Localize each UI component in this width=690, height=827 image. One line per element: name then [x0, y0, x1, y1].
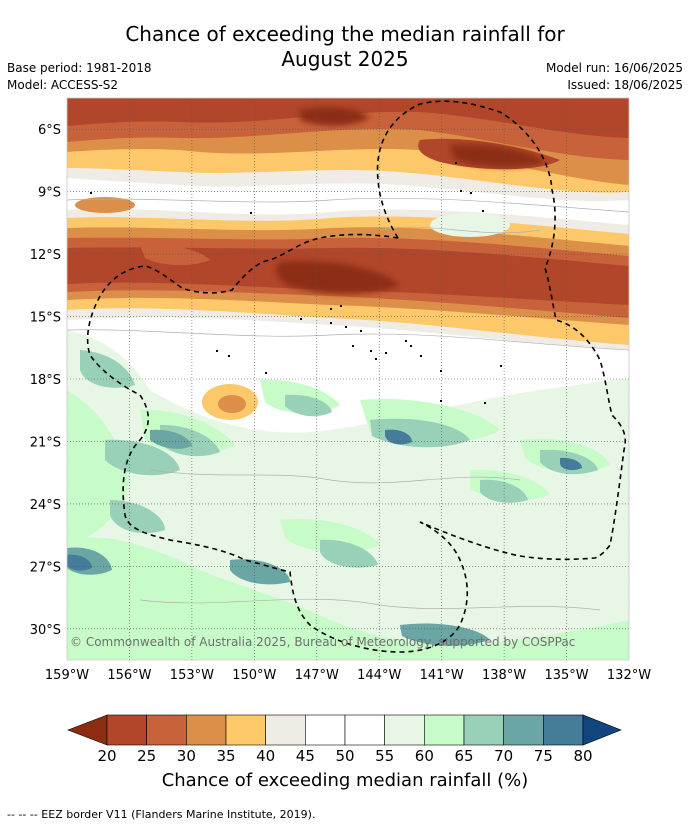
lon-tick-label: 159°W	[45, 668, 89, 683]
colorbar-segment	[463, 714, 504, 746]
island-mark	[484, 402, 486, 404]
island-mark	[482, 210, 484, 212]
island-mark	[385, 352, 387, 354]
colorbar-low-extend	[67, 714, 108, 746]
colorbar-tick-label: 35	[216, 747, 235, 765]
lat-tick-label: 30°S	[30, 623, 61, 638]
colorbar-segment	[424, 714, 465, 746]
lat-tick-label: 15°S	[30, 311, 61, 326]
colorbar: 20 25 30 35 40 45 50 55 60 65 70 75 80	[67, 714, 622, 765]
colorbar-tick-label: 70	[494, 747, 513, 765]
colorbar-segment	[146, 714, 187, 746]
northern-dry-band	[67, 98, 629, 202]
island-mark	[300, 318, 302, 320]
island-mark	[420, 355, 422, 357]
island-mark	[500, 365, 502, 367]
colorbar-high-extend	[582, 714, 622, 746]
island-mark	[370, 350, 372, 352]
colorbar-segment	[305, 714, 346, 746]
colorbar-segment	[265, 714, 306, 746]
lon-tick-label: 153°W	[170, 668, 214, 683]
colorbar-segment	[543, 714, 584, 746]
island-mark	[410, 345, 412, 347]
eez-border	[86, 100, 627, 653]
island-mark	[440, 400, 442, 402]
map-title: Chance of exceeding the median rainfall …	[0, 22, 690, 72]
colorbar-tick-label: 80	[573, 747, 592, 765]
meta-right: Model run: 16/06/2025 Issued: 18/06/2025	[546, 60, 683, 94]
colorbar-tick-label: 60	[415, 747, 434, 765]
island-mark	[375, 358, 377, 360]
island-mark	[330, 322, 332, 324]
model-run: Model run: 16/06/2025	[545, 61, 683, 75]
model-name: Model: ACCESS-S2	[7, 78, 119, 92]
lat-tick-label: 12°S	[30, 248, 61, 263]
island-mark	[340, 305, 342, 307]
southern-dry-band	[67, 208, 629, 350]
colorbar-segment	[344, 714, 385, 746]
eez-footnote: -- -- -- EEZ border V11 (Flanders Marine…	[7, 808, 316, 821]
island-mark	[330, 308, 332, 310]
island-mark	[440, 370, 442, 372]
longitude-axis: 159°W 156°W 153°W 150°W 147°W 144°W 141°W 138°W…	[45, 668, 651, 683]
lon-tick-label: 150°W	[232, 668, 276, 683]
title-line-1: Chance of exceeding the median rainfall …	[125, 22, 565, 46]
island-mark	[455, 162, 457, 164]
rainfall-field: © Commonwealth of Australia 2025, Bureau…	[67, 98, 629, 660]
colorbar-tick-label: 25	[137, 747, 156, 765]
colorbar-segment	[225, 714, 266, 746]
lat-tick-label: 24°S	[30, 498, 61, 513]
island-mark	[250, 212, 252, 214]
lat-tick-label: 9°S	[38, 186, 61, 201]
colorbar-segment	[186, 714, 227, 746]
meta-left: Base period: 1981-2018 Model: ACCESS-S2	[7, 60, 152, 94]
colorbar-tick-label: 65	[454, 747, 473, 765]
map-frame	[66, 97, 630, 661]
colorbar-tick-label: 40	[256, 747, 275, 765]
title-line-2: August 2025	[281, 47, 409, 71]
issued-date: Issued: 18/06/2025	[567, 78, 683, 92]
island-mark	[228, 355, 230, 357]
wet-region	[67, 330, 629, 660]
latitude-axis: 6°S 9°S 12°S 15°S 18°S 21°S 24°S 27°S 30°S	[30, 123, 61, 638]
island-mark	[352, 345, 354, 347]
island-mark	[216, 350, 218, 352]
island-mark	[90, 192, 92, 194]
island-mark	[360, 330, 362, 332]
contour-lines	[67, 197, 629, 611]
grid-lines	[67, 98, 629, 660]
lat-tick-label: 21°S	[30, 435, 61, 450]
colorbar-tick-label: 30	[177, 747, 196, 765]
island-mark	[470, 192, 472, 194]
colorbar-tick-label: 75	[534, 747, 553, 765]
colorbar-segment	[384, 714, 425, 746]
lat-tick-label: 18°S	[30, 373, 61, 388]
colorbar-segment	[106, 714, 147, 746]
island-mark	[345, 326, 347, 328]
colorbar-tick-label: 20	[97, 747, 116, 765]
lon-tick-label: 132°W	[607, 668, 651, 683]
lon-tick-label: 144°W	[357, 668, 401, 683]
colorbar-segment	[503, 714, 544, 746]
lon-tick-label: 138°W	[482, 668, 526, 683]
colorbar-tick-label: 55	[375, 747, 394, 765]
lon-tick-label: 147°W	[295, 668, 339, 683]
island-mark	[405, 340, 407, 342]
island-coastlines	[90, 162, 502, 404]
island-mark	[460, 190, 462, 192]
lat-tick-label: 6°S	[38, 123, 61, 138]
lon-tick-label: 135°W	[544, 668, 588, 683]
lat-tick-label: 27°S	[30, 560, 61, 575]
copyright-text: © Commonwealth of Australia 2025, Bureau…	[70, 635, 575, 649]
lon-tick-label: 141°W	[420, 668, 464, 683]
colorbar-tick-label: 45	[296, 747, 315, 765]
lon-tick-label: 156°W	[107, 668, 151, 683]
colorbar-title: Chance of exceeding median rainfall (%)	[161, 770, 529, 791]
island-mark	[265, 372, 267, 374]
base-period: Base period: 1981-2018	[7, 61, 152, 75]
colorbar-tick-label: 50	[335, 747, 354, 765]
